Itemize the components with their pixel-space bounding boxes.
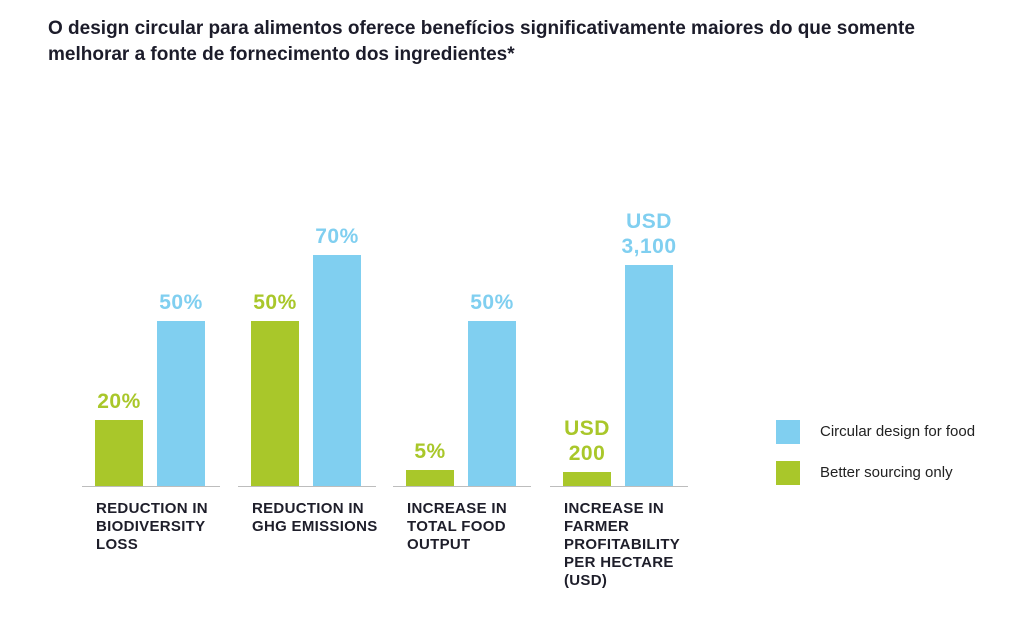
value-label: 5%	[414, 439, 446, 463]
value-label: USD 3,100	[621, 210, 677, 258]
baseline	[238, 486, 376, 487]
x-tick-label: REDUCTION IN GHG EMISSIONS	[252, 500, 378, 535]
legend-swatch	[776, 461, 800, 485]
legend-swatch	[776, 420, 800, 444]
value-label: 70%	[315, 225, 359, 248]
x-tick-label: INCREASE IN TOTAL FOOD OUTPUT	[407, 500, 507, 553]
value-label: 50%	[470, 291, 514, 314]
baseline	[393, 486, 531, 487]
bar	[625, 265, 673, 486]
baseline	[82, 486, 220, 487]
bar	[251, 321, 299, 486]
x-tick-label: INCREASE IN FARMER PROFITABILITY PER HEC…	[564, 500, 680, 589]
bar	[563, 471, 611, 486]
bar	[157, 321, 205, 486]
bar	[406, 469, 454, 486]
legend-label: Better sourcing only	[820, 464, 953, 481]
x-tick-label: REDUCTION IN BIODIVERSITY LOSS	[96, 500, 208, 553]
bar	[313, 255, 361, 486]
value-label: 20%	[97, 390, 141, 413]
baseline	[550, 486, 688, 487]
bar	[95, 420, 143, 486]
legend-label: Circular design for food	[820, 423, 976, 440]
chart-title: O design circular para alimentos oferece…	[48, 18, 915, 65]
bar	[468, 321, 516, 486]
value-label: 50%	[253, 291, 297, 314]
value-label: USD 200	[564, 416, 610, 465]
value-label: 50%	[159, 291, 203, 314]
